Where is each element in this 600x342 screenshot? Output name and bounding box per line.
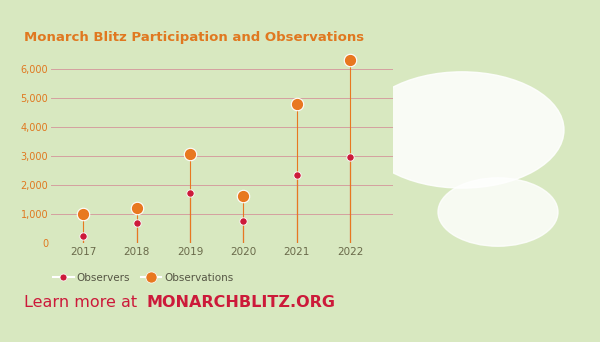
Text: Monarch Blitz Participation and Observations: Monarch Blitz Participation and Observat… bbox=[24, 31, 364, 44]
Point bbox=[185, 152, 195, 157]
Text: MONARCHBLITZ.ORG: MONARCHBLITZ.ORG bbox=[147, 295, 336, 310]
Point bbox=[132, 220, 142, 225]
Point bbox=[185, 191, 195, 196]
Point bbox=[292, 101, 302, 106]
Point bbox=[132, 205, 142, 211]
Text: Learn more at: Learn more at bbox=[24, 295, 142, 310]
Point bbox=[239, 194, 248, 199]
Point bbox=[346, 57, 355, 63]
Point bbox=[292, 172, 302, 177]
Point bbox=[78, 233, 88, 238]
Point bbox=[78, 211, 88, 216]
Point bbox=[239, 218, 248, 224]
Point bbox=[346, 155, 355, 160]
Legend: Observers, Observations: Observers, Observations bbox=[53, 273, 234, 283]
